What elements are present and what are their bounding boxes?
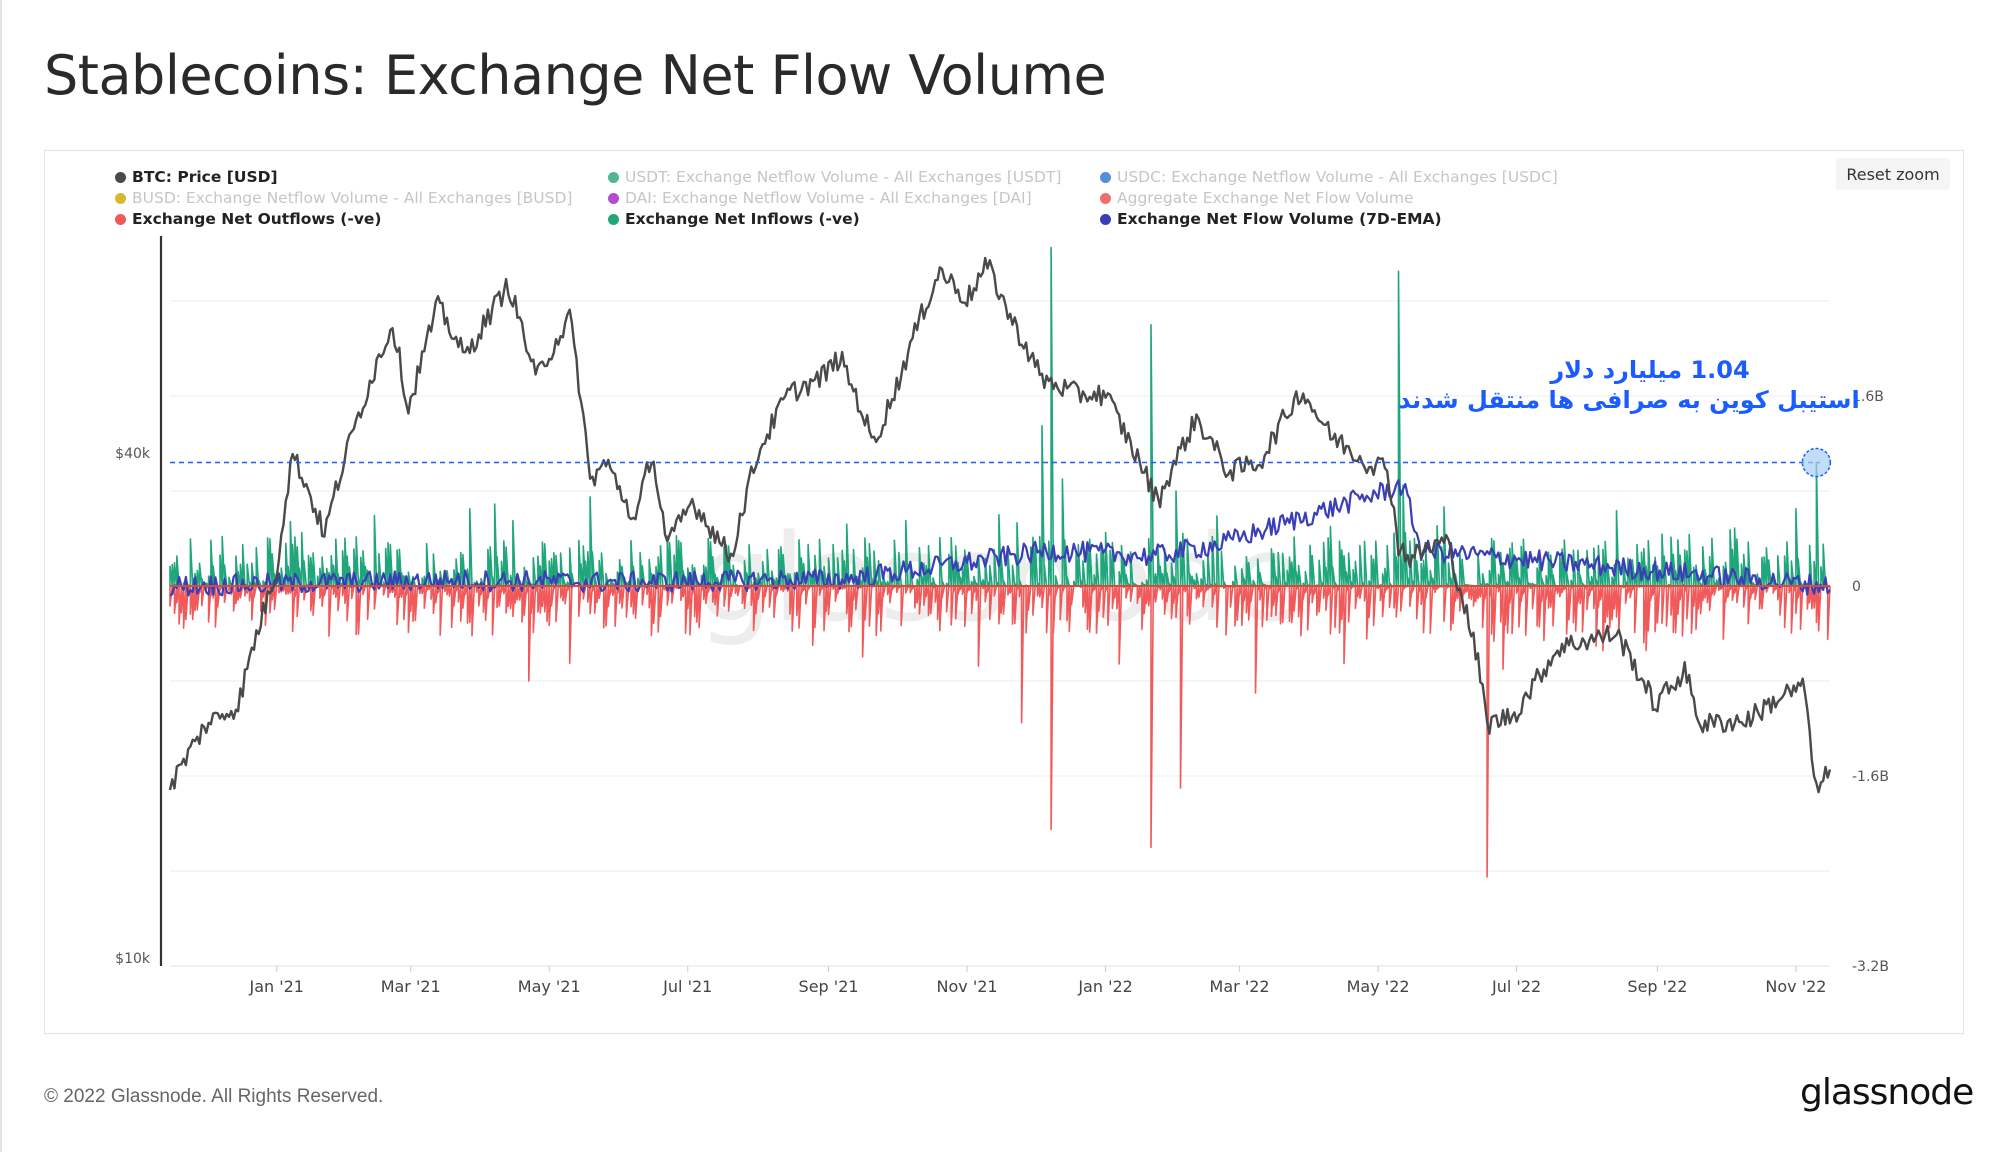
annotation-text-line2: استیبل کوین به صرافی ها منتقل شدند: [1398, 386, 1859, 414]
legend-label: USDC: Exchange Netflow Volume - All Exch…: [1117, 168, 1558, 186]
x-axis-tick-label: Jul '22: [1491, 977, 1541, 996]
series-btc-price: [168, 256, 1832, 794]
legend-item-aggregate-exchange-net-flow-volume[interactable]: Aggregate Exchange Net Flow Volume: [1100, 189, 1413, 207]
legend-item-usdc-exchange-netflow-volume-all-exchanges-usdc[interactable]: USDC: Exchange Netflow Volume - All Exch…: [1100, 168, 1558, 186]
legend-label: Exchange Net Flow Volume (7D-EMA): [1117, 210, 1442, 228]
legend-dot: [1100, 193, 1111, 204]
left-axis-tick-label: $40k: [115, 446, 151, 462]
legend-dot: [608, 172, 619, 183]
reset-zoom-button[interactable]: Reset zoom: [1836, 158, 1950, 190]
brand-logo: glassnode: [1800, 1072, 1974, 1113]
x-axis-tick-label: Mar '21: [381, 977, 441, 996]
x-axis-tick-label: Nov '21: [937, 977, 998, 996]
x-axis-tick-label: Nov '22: [1765, 977, 1826, 996]
annotation-text-line1: 1.04 میلیارد دلار: [1549, 356, 1749, 384]
x-axis-tick-label: Sep '21: [799, 977, 859, 996]
legend-item-dai-exchange-netflow-volume-all-exchanges-dai[interactable]: DAI: Exchange Netflow Volume - All Excha…: [608, 189, 1032, 207]
x-axis-tick-label: Mar '22: [1210, 977, 1270, 996]
left-axis-tick-label: $10k: [115, 951, 151, 967]
legend-item-exchange-net-flow-volume-7d-ema[interactable]: Exchange Net Flow Volume (7D-EMA): [1100, 210, 1442, 228]
series-7d-ema: [169, 479, 1831, 597]
series-net-outflows: [169, 585, 1831, 878]
legend-dot: [1100, 214, 1111, 225]
legend-dot: [608, 193, 619, 204]
legend-label: BTC: Price [USD]: [132, 168, 278, 186]
legend-label: Aggregate Exchange Net Flow Volume: [1117, 189, 1414, 207]
x-axis-tick-label: Jul '21: [662, 977, 712, 996]
right-axis-tick-label: 1.6B: [1852, 389, 1884, 405]
x-axis-tick-label: May '22: [1347, 977, 1410, 996]
legend-item-exchange-net-inflows-ve[interactable]: Exchange Net Inflows (-ve): [608, 210, 860, 228]
legend-item-exchange-net-outflows-ve[interactable]: Exchange Net Outflows (-ve): [115, 210, 382, 228]
right-axis-tick-label: -1.6B: [1852, 769, 1889, 785]
legend-item-busd-exchange-netflow-volume-all-exchanges-busd[interactable]: BUSD: Exchange Netflow Volume - All Exch…: [115, 189, 572, 207]
x-axis-tick-label: Jan '21: [248, 977, 304, 996]
legend-label: BUSD: Exchange Netflow Volume - All Exch…: [132, 189, 573, 207]
right-axis-tick-label: 0: [1852, 579, 1861, 595]
right-axis-tick-label: -3.2B: [1852, 959, 1889, 975]
legend-label: DAI: Exchange Netflow Volume - All Excha…: [625, 189, 1032, 207]
legend-label: USDT: Exchange Netflow Volume - All Exch…: [625, 168, 1062, 186]
legend-dot: [115, 193, 126, 204]
legend-item-usdt-exchange-netflow-volume-all-exchanges-usdt[interactable]: USDT: Exchange Netflow Volume - All Exch…: [608, 168, 1061, 186]
x-axis-tick-label: May '21: [518, 977, 581, 996]
annotation-marker: [1801, 447, 1832, 478]
page-title: Stablecoins: Exchange Net Flow Volume: [44, 44, 1107, 107]
x-axis-tick-label: Sep '22: [1627, 977, 1687, 996]
legend-label: Exchange Net Outflows (-ve): [132, 210, 382, 228]
legend-dot: [115, 172, 126, 183]
copyright-footer: © 2022 Glassnode. All Rights Reserved.: [44, 1086, 384, 1107]
legend-dot: [115, 214, 126, 225]
x-axis-tick-label: Jan '22: [1077, 977, 1133, 996]
legend-dot: [1100, 172, 1111, 183]
legend-label: Exchange Net Inflows (-ve): [625, 210, 860, 228]
legend-item-btc-price-usd[interactable]: BTC: Price [USD]: [115, 168, 278, 186]
legend-dot: [608, 214, 619, 225]
